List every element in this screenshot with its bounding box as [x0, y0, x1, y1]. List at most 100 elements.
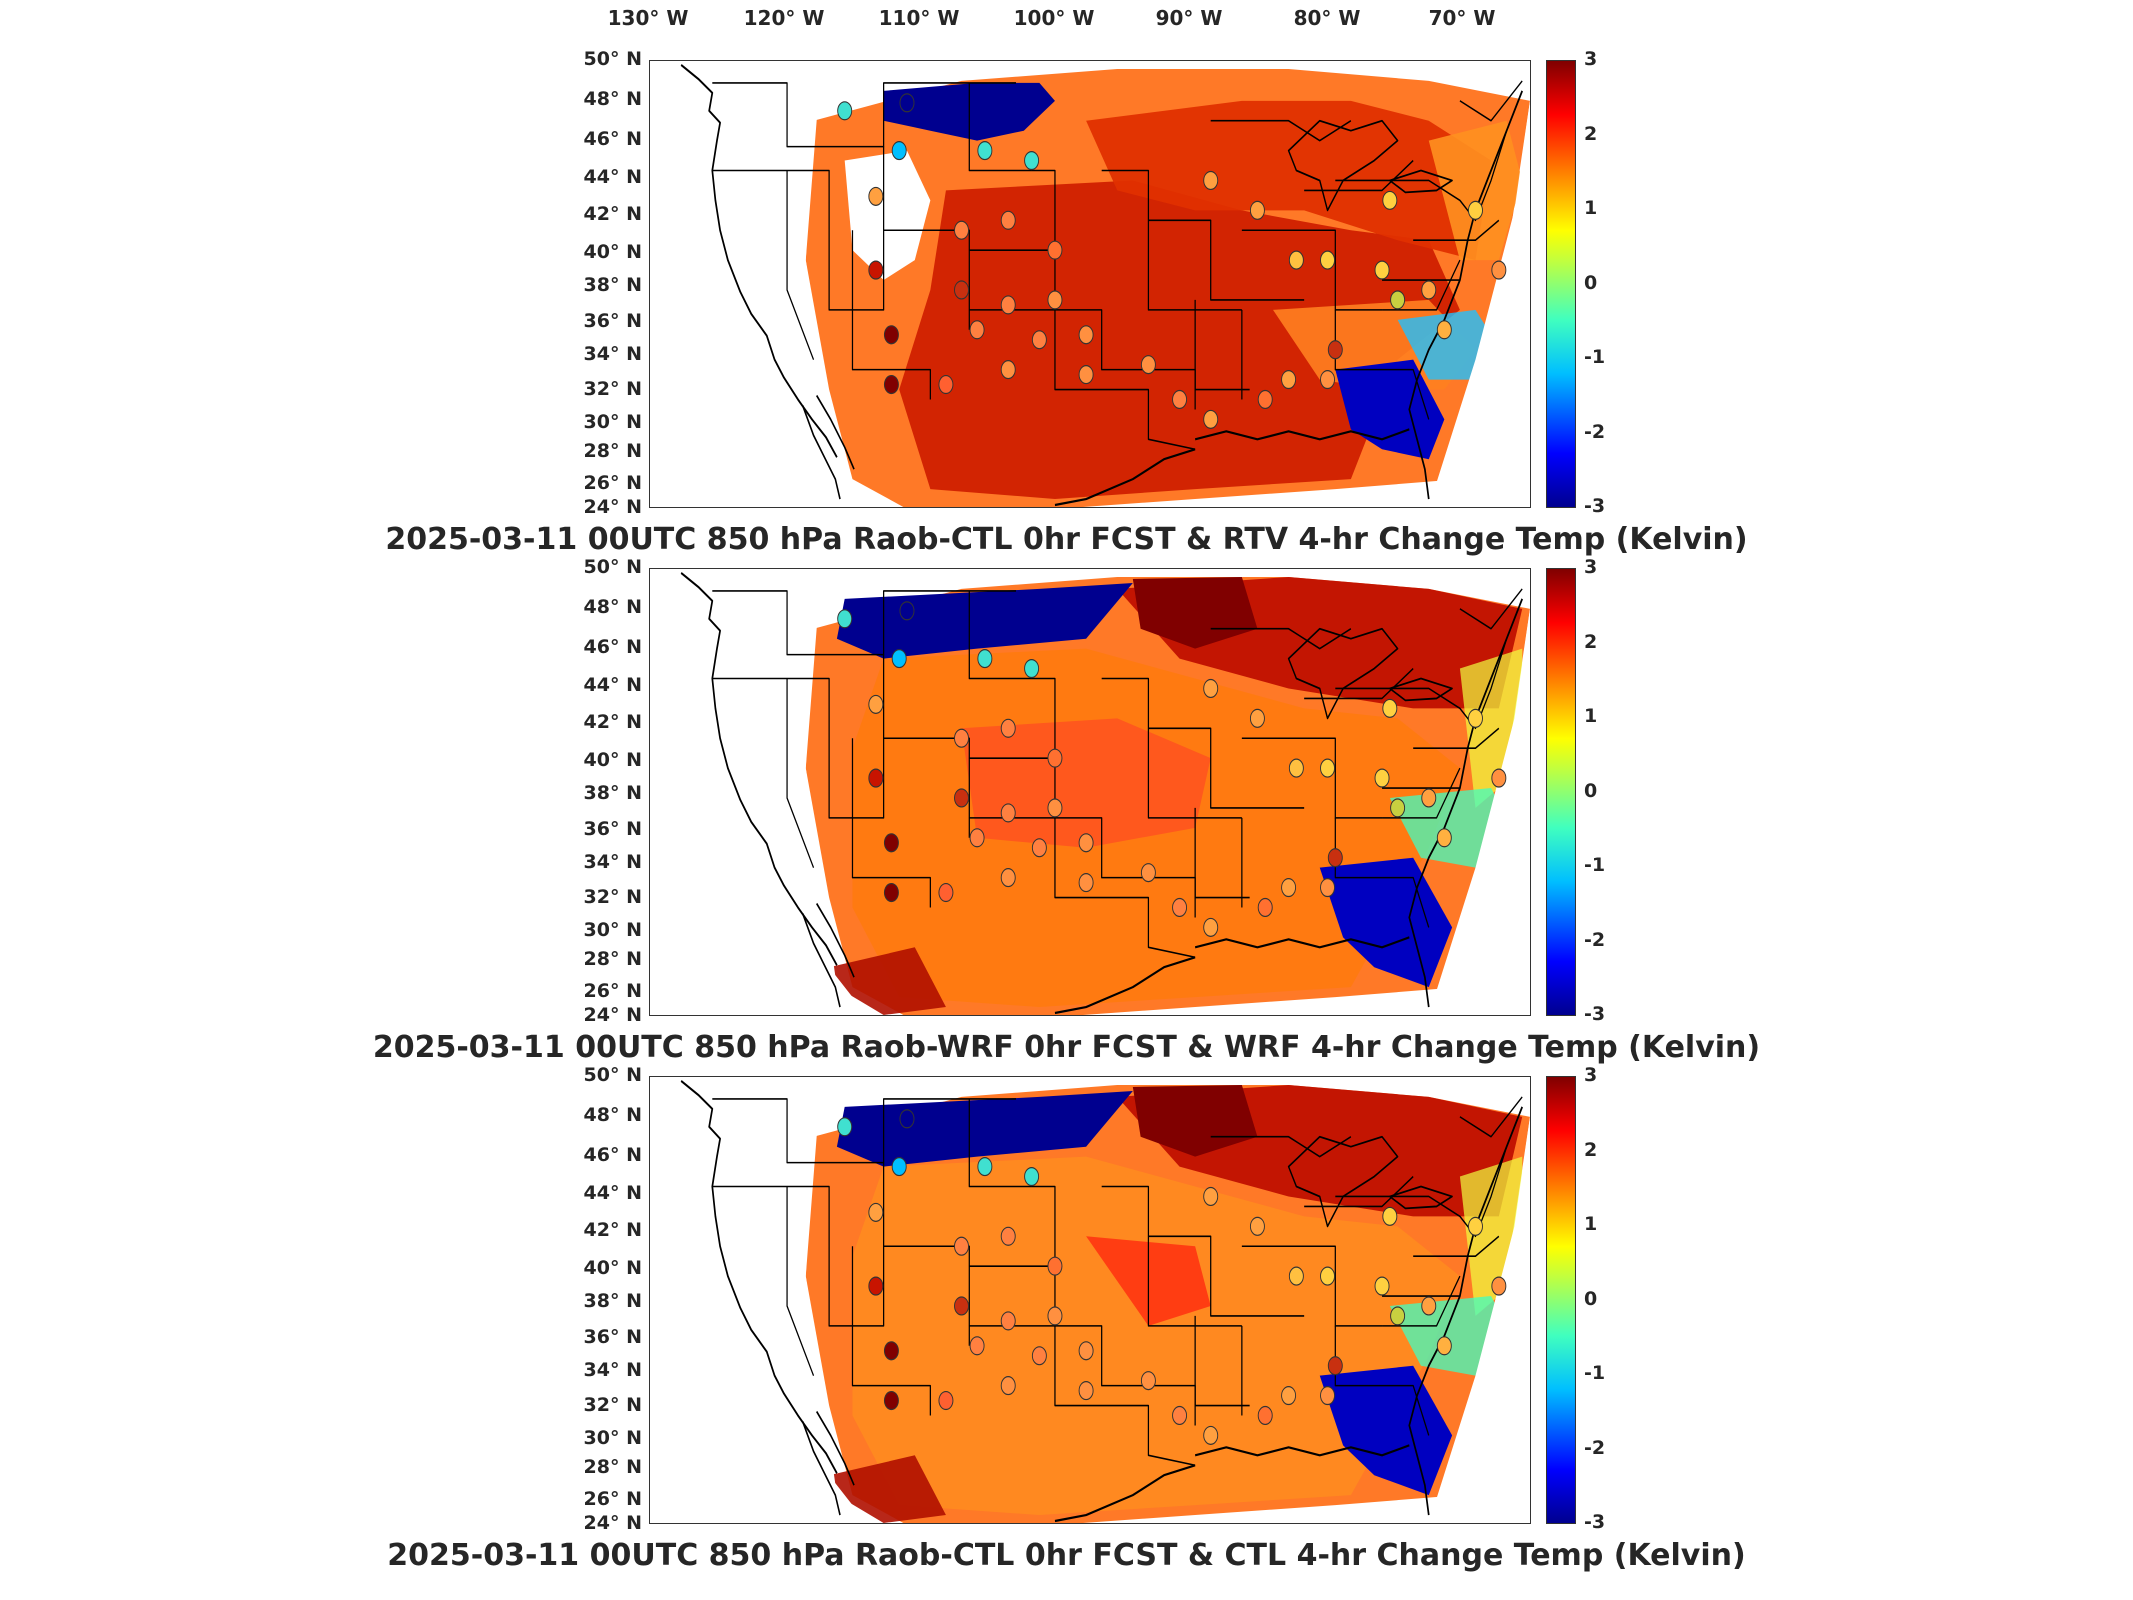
raob-station-marker	[1281, 1386, 1297, 1406]
raob-station-marker	[1000, 803, 1016, 823]
raob-station-marker	[883, 1390, 899, 1411]
state-border	[968, 82, 1056, 251]
state-border	[1335, 130, 1508, 222]
coastline-baja	[801, 902, 855, 1008]
state-border	[1194, 1315, 1250, 1407]
longitude-label: 90° W	[1155, 6, 1223, 30]
raob-station-marker	[977, 1157, 993, 1177]
field-patch	[1086, 100, 1492, 261]
state-border	[1413, 1235, 1500, 1257]
coastline-east	[1054, 90, 1523, 507]
map-panel-ctl	[649, 1076, 1531, 1524]
colorbar-tick: 2	[1584, 1138, 1598, 1161]
raob-station-marker	[868, 1276, 884, 1296]
longitude-label: 130° W	[607, 6, 689, 30]
raob-station-marker	[1374, 768, 1390, 788]
raob-station-marker	[883, 833, 899, 853]
field-patch	[650, 569, 884, 1015]
colorbar-tick: -3	[1584, 1511, 1606, 1533]
latitude-label: 28° N	[583, 1456, 642, 1478]
map-panel-wrf	[649, 568, 1531, 1016]
state-border	[1148, 1235, 1305, 1317]
raob-station-marker	[1024, 150, 1040, 171]
raob-station-marker	[1000, 295, 1016, 315]
colorbar-tick: 0	[1584, 779, 1598, 802]
raob-station-marker	[1203, 170, 1219, 191]
raob-station-marker	[1436, 1336, 1452, 1356]
longitude-label: 110° W	[878, 6, 960, 30]
latitude-label: 28° N	[583, 948, 642, 970]
raob-station-marker	[868, 694, 884, 714]
latitude-label: 42° N	[583, 711, 642, 733]
raob-station-marker	[1468, 200, 1483, 220]
colorbar-tick: -1	[1584, 346, 1606, 368]
raob-station-marker	[954, 1236, 969, 1256]
latitude-label: 46° N	[583, 128, 642, 150]
state-border	[968, 590, 1056, 759]
colorbar-tick: -2	[1584, 420, 1606, 443]
raob-station-marker	[1320, 1386, 1335, 1406]
map-svg	[650, 569, 1530, 1015]
state-border	[1148, 727, 1305, 809]
state-border	[1194, 807, 1250, 899]
raob-station-marker	[1047, 748, 1063, 768]
latitude-label: 32° N	[583, 378, 642, 400]
raob-station-marker	[837, 1117, 853, 1137]
raob-station-marker	[1320, 758, 1335, 778]
raob-station-marker	[1078, 873, 1094, 893]
raob-station-marker	[1327, 1356, 1343, 1376]
latitude-label: 40° N	[583, 1257, 642, 1279]
state-border	[1054, 1325, 1196, 1467]
raob-station-marker	[1000, 210, 1016, 230]
panel-caption: 2025-03-11 00UTC 850 hPa Raob-WRF 0hr FC…	[372, 1030, 1761, 1065]
raob-station-marker	[1031, 1346, 1047, 1366]
colorbar-tick: -3	[1584, 495, 1606, 517]
raob-station-marker	[1000, 1376, 1016, 1396]
state-border	[786, 1186, 815, 1377]
colorbar	[1546, 568, 1576, 1016]
latitude-label: 44° N	[583, 1182, 642, 1204]
latitude-label: 38° N	[583, 274, 642, 296]
latitude-label: 34° N	[583, 1359, 642, 1381]
raob-station-marker	[891, 649, 907, 669]
latitude-label: 42° N	[583, 1219, 642, 1241]
raob-station-marker	[1468, 708, 1483, 728]
field-patch	[829, 1455, 946, 1523]
raob-station-marker	[938, 882, 954, 903]
raob-station-marker	[1172, 1405, 1188, 1426]
state-border	[851, 1246, 931, 1416]
raob-station-marker	[899, 1109, 915, 1129]
field-patch	[844, 150, 931, 281]
latitude-label: 30° N	[583, 919, 642, 941]
state-border	[1382, 767, 1461, 819]
latitude-label: 24° N	[583, 1512, 642, 1534]
field-patch	[1132, 576, 1258, 649]
raob-station-marker	[1436, 828, 1452, 848]
latitude-label: 42° N	[583, 203, 642, 225]
state-border	[968, 1098, 1056, 1267]
colorbar-tick: -3	[1584, 1003, 1606, 1025]
raob-station-marker	[891, 1157, 907, 1177]
latitude-label: 48° N	[583, 1104, 642, 1126]
raob-station-marker	[899, 601, 915, 621]
panel-caption: 2025-03-11 00UTC 850 hPa Raob-CTL 0hr FC…	[385, 522, 1748, 557]
latitude-label: 44° N	[583, 166, 642, 188]
colorbar-tick: -2	[1584, 928, 1606, 951]
raob-station-marker	[1047, 1306, 1063, 1326]
map-svg	[650, 1077, 1530, 1523]
latitude-label: 36° N	[583, 1326, 642, 1348]
raob-station-marker	[954, 280, 969, 300]
raob-station-marker	[1031, 330, 1047, 350]
latitude-label: 46° N	[583, 636, 642, 658]
raob-station-marker	[1172, 389, 1188, 410]
state-border	[1334, 1325, 1430, 1436]
raob-station-marker	[868, 186, 884, 206]
panel-caption: 2025-03-11 00UTC 850 hPa Raob-CTL 0hr FC…	[387, 1538, 1746, 1573]
colorbar-tick: -1	[1584, 1362, 1606, 1384]
colorbar-tick: 0	[1584, 1287, 1598, 1310]
raob-station-marker	[1047, 240, 1063, 260]
raob-station-marker	[977, 649, 993, 669]
map-svg	[650, 61, 1530, 507]
state-border	[1413, 219, 1500, 241]
state-border	[1459, 588, 1523, 630]
